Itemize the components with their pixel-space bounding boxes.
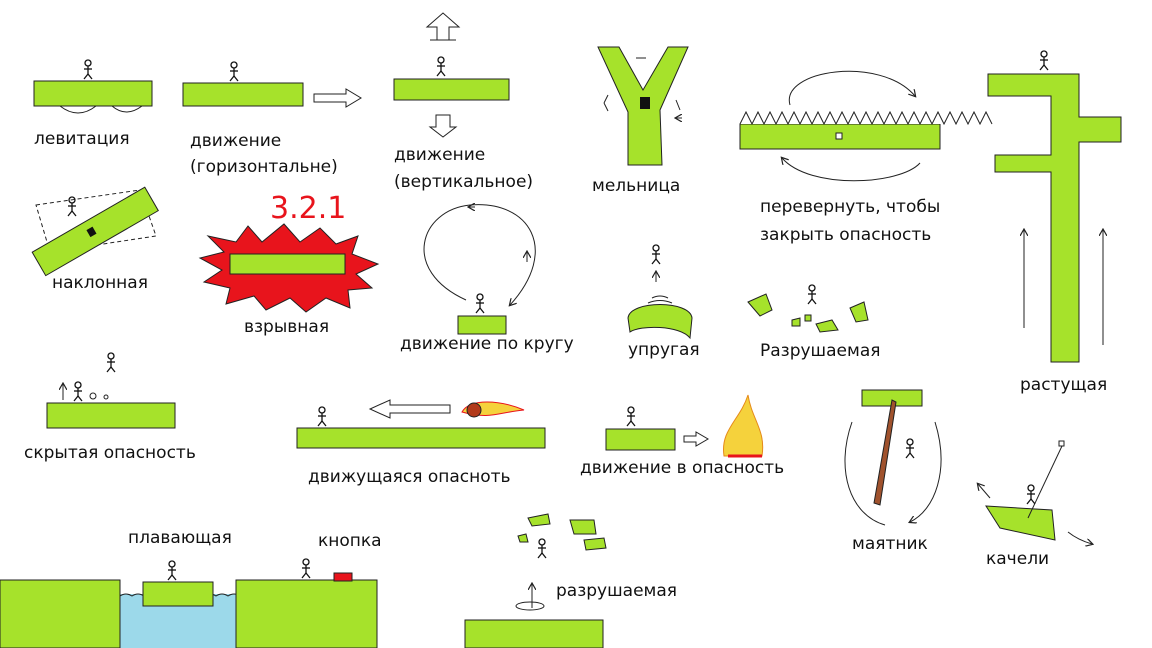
explosive-item: 3.2.1: [198, 191, 380, 313]
swing-item: [978, 440, 1092, 544]
stick-figure-icon: [475, 293, 485, 314]
arrow-left-icon: [368, 399, 451, 419]
spikes-icon: [739, 110, 993, 126]
floating-platform: [142, 581, 214, 607]
horizontal-move-item: [182, 61, 362, 108]
stick-figure-icon: [436, 56, 446, 77]
elastic-platform: [627, 304, 693, 340]
label-mill: мельница: [592, 176, 681, 196]
stick-figure-icon: [229, 61, 239, 82]
stick-figure-icon: [73, 381, 83, 402]
destructible-bottom-item: [464, 513, 607, 648]
label-button: кнопка: [318, 531, 382, 551]
stick-figure-icon: [167, 560, 177, 581]
stick-figure-icon: [1026, 484, 1036, 505]
label-destructible-cap: Разрушаемая: [760, 341, 881, 361]
label-horizontal-1: движение: [190, 131, 282, 151]
stick-figure-icon: [1039, 50, 1049, 71]
vertical-platform: [393, 78, 510, 101]
elastic-item: [627, 244, 693, 340]
stick-figure-icon: [106, 352, 116, 373]
vertical-move-item: [393, 12, 510, 138]
stick-figure-icon: [626, 406, 636, 427]
label-destructible: разрушаемая: [556, 581, 678, 601]
arrow-right-icon: [313, 88, 362, 108]
red-button[interactable]: [333, 572, 353, 582]
horizontal-platform: [182, 82, 304, 107]
swing-platform: [985, 505, 1056, 541]
stick-figure-icon: [301, 558, 311, 579]
arrow-up-icon: [425, 12, 461, 41]
countdown-text: 3.2.1: [270, 191, 346, 226]
circle-move-item: [423, 205, 536, 335]
arrow-right-icon: [683, 431, 709, 447]
label-explosive: взрывная: [244, 317, 330, 337]
growing-item: [987, 50, 1122, 363]
destructible-pieces-item: [747, 284, 869, 333]
levitation-item: [33, 59, 153, 114]
label-flip-2: закрыть опасность: [760, 225, 932, 245]
stick-figure-icon: [537, 538, 547, 559]
label-elastic: упругая: [628, 340, 700, 360]
flip-item: [739, 70, 993, 182]
pendulum-rod: [873, 399, 897, 506]
label-flip-1: перевернуть, чтобы: [760, 197, 941, 217]
arrow-down-icon: [428, 114, 458, 138]
label-into-danger: движение в опасность: [580, 458, 785, 478]
stick-figure-icon: [317, 406, 327, 427]
moving-danger-item: [296, 399, 546, 449]
circle-platform: [457, 315, 507, 335]
label-growing: растущая: [1020, 375, 1108, 395]
stick-figure-icon: [83, 59, 93, 80]
pendulum-item: [844, 389, 942, 525]
hidden-danger-item: [46, 352, 176, 429]
growing-platform: [987, 73, 1122, 363]
label-tilted: наклонная: [52, 273, 148, 293]
floating-button-scene: [0, 558, 378, 648]
label-pendulum: маятник: [852, 534, 928, 554]
label-circle: движение по кругу: [400, 334, 574, 354]
label-hidden: скрытая опасность: [24, 443, 196, 463]
moving-danger-platform: [296, 427, 546, 449]
label-moving-danger: движущаяся опаснoть: [308, 467, 511, 487]
right-ground: [235, 579, 378, 648]
levitation-platform: [33, 80, 153, 107]
explosive-platform: [229, 253, 346, 275]
label-horizontal-2: (горизонтальне): [190, 157, 338, 177]
stick-figure-icon: [807, 284, 817, 305]
label-swing: качели: [986, 549, 1050, 569]
into-danger-item: [605, 394, 764, 458]
label-levitation: левитация: [34, 129, 130, 149]
label-vertical-1: движение: [394, 145, 486, 165]
fire-icon: [723, 394, 764, 457]
destructible-platform: [464, 619, 604, 648]
hidden-platform: [46, 402, 176, 429]
stick-figure-icon: [651, 244, 661, 265]
mill-item: [597, 46, 689, 166]
stick-figure-icon: [905, 438, 915, 459]
left-ground: [0, 579, 121, 648]
tilted-item: [31, 186, 159, 277]
into-danger-platform: [605, 428, 676, 451]
label-floating: плавающая: [128, 528, 232, 548]
label-vertical-2: (вертикальное): [394, 172, 534, 192]
